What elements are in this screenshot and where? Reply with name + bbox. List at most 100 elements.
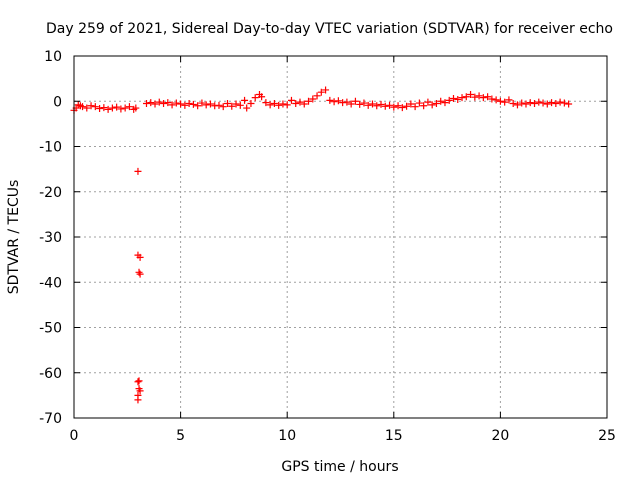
data-point	[117, 105, 125, 113]
data-point	[313, 92, 321, 100]
data-point	[177, 100, 185, 108]
data-point	[87, 102, 95, 110]
data-point	[266, 101, 274, 109]
data-point	[377, 100, 385, 108]
data-point	[142, 100, 150, 108]
data-point	[134, 396, 142, 404]
data-point	[317, 88, 325, 96]
tick-labels: 0 5 10 15 20 25 10 0 -10 -20 -30 -40 -50 -60 -70	[39, 49, 616, 444]
y-tick-label: -20	[39, 185, 62, 201]
data-point	[91, 103, 99, 111]
data-point	[420, 102, 428, 110]
data-point	[415, 99, 423, 107]
data-point	[206, 100, 214, 108]
data-point	[496, 97, 504, 105]
data-point	[258, 93, 266, 101]
data-point	[449, 95, 457, 103]
data-point	[251, 94, 259, 102]
data-point	[390, 103, 398, 111]
data-point	[556, 98, 564, 106]
data-point	[526, 99, 534, 107]
data-point	[356, 100, 364, 108]
data-point	[330, 98, 338, 106]
data-point	[108, 104, 116, 112]
data-point	[552, 100, 560, 108]
data-point	[219, 103, 227, 111]
data-point	[168, 101, 176, 109]
plot-frame	[73, 55, 608, 419]
data-point	[241, 96, 249, 104]
data-point	[471, 93, 479, 101]
data-point	[560, 99, 568, 107]
data-point	[475, 92, 483, 100]
y-tick-label: -30	[39, 230, 62, 246]
data-point	[262, 99, 270, 107]
y-tick-label: -40	[39, 275, 62, 291]
data-point	[360, 99, 368, 107]
data-point	[202, 101, 210, 109]
x-tick-label: 5	[176, 428, 185, 444]
data-point	[492, 96, 500, 104]
data-point	[215, 101, 223, 109]
data-point	[96, 104, 104, 112]
x-tick-label: 15	[385, 428, 403, 444]
data-point	[147, 99, 155, 107]
data-point	[441, 99, 449, 107]
data-point	[151, 100, 159, 108]
data-point	[343, 98, 351, 106]
y-tick-label: -70	[39, 411, 62, 427]
y-tick-label: 0	[53, 94, 62, 110]
data-point	[104, 105, 112, 113]
data-point	[185, 100, 193, 108]
data-point	[279, 100, 287, 108]
data-point	[275, 101, 283, 109]
data-point	[364, 101, 372, 109]
data-point	[437, 97, 445, 105]
x-tick-label: 25	[598, 428, 616, 444]
data-point	[467, 90, 475, 98]
x-tick-label: 20	[491, 428, 509, 444]
data-point	[543, 100, 551, 108]
data-point	[287, 96, 295, 104]
data-point	[228, 102, 236, 110]
y-tick-label: -10	[39, 140, 62, 156]
data-point	[326, 96, 334, 104]
data-point	[381, 102, 389, 110]
data-point	[347, 100, 355, 108]
data-point	[232, 100, 240, 108]
chart-title: Day 259 of 2021, Sidereal Day-to-day VTE…	[46, 21, 613, 37]
data-point	[484, 93, 492, 101]
data-point	[160, 100, 168, 108]
x-axis-title: GPS time / hours	[281, 459, 398, 475]
data-point	[522, 100, 530, 108]
data-point	[386, 101, 394, 109]
data-point	[398, 104, 406, 112]
data-point	[394, 102, 402, 110]
data-point	[189, 100, 197, 108]
data-point	[134, 167, 142, 175]
data-point	[79, 103, 87, 111]
data-point	[121, 104, 129, 112]
data-point	[513, 101, 521, 109]
data-point	[296, 98, 304, 106]
data-point	[518, 99, 526, 107]
y-tick-label: -50	[39, 321, 62, 337]
data-point	[432, 100, 440, 108]
data-point	[535, 98, 543, 106]
data-point	[134, 378, 142, 386]
data-point	[236, 101, 244, 109]
data-point	[309, 95, 317, 103]
x-tick-label: 0	[70, 428, 79, 444]
data-point	[488, 95, 496, 103]
y-tick-label: 10	[44, 49, 62, 65]
data-point	[113, 103, 121, 111]
data-point	[300, 100, 308, 108]
data-point	[407, 100, 415, 108]
data-point	[505, 96, 513, 104]
data-point	[479, 94, 487, 102]
data-point	[155, 98, 163, 106]
grid-layer	[74, 56, 607, 418]
y-tick-label: -60	[39, 366, 62, 382]
data-point	[428, 101, 436, 109]
